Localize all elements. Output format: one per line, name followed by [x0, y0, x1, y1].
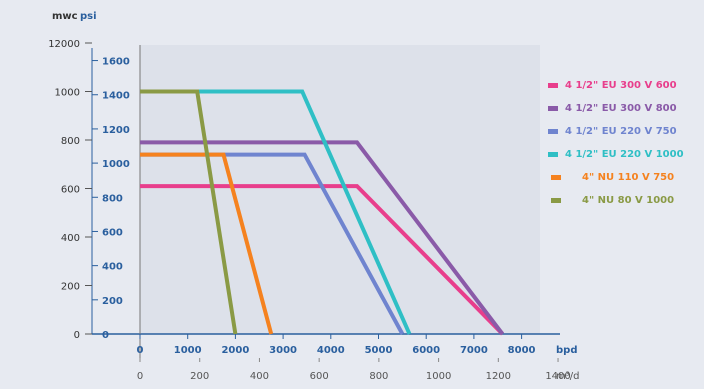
y-psi-tick-label: 0 — [102, 330, 109, 341]
legend-swatch — [548, 83, 558, 88]
x-m3d-tick-label: 200 — [190, 371, 209, 382]
x-bpd-tick-label: 3000 — [269, 345, 297, 356]
y-mwc-tick-label: 400 — [61, 233, 80, 244]
y-mwc-tick-label: 1000 — [55, 88, 80, 99]
x-m3d-tick-label: 400 — [250, 371, 269, 382]
axes — [85, 42, 560, 362]
series-line-5 — [140, 152, 274, 335]
y-mwc-tick-label: 12000 — [48, 39, 80, 50]
x-bpd-tick-label: 8000 — [508, 345, 536, 356]
y-psi-tick-label: 1200 — [102, 125, 130, 136]
y-mwc-tick-label: 200 — [61, 282, 80, 293]
y-axis-label-mwc: mwc — [52, 11, 78, 22]
series-lines — [140, 89, 505, 336]
x-m3d-tick-label: 600 — [310, 371, 329, 382]
series-line-6 — [140, 89, 238, 335]
legend-swatch — [548, 152, 558, 157]
x-bpd-tick-label: 7000 — [460, 345, 488, 356]
plot-background — [140, 45, 540, 334]
x-axis-label-m3d: m³/d — [556, 371, 579, 382]
legend-label: 4 1/2" EU 300 V 600 — [565, 80, 677, 91]
y-psi-tick-label: 400 — [102, 262, 123, 273]
x-m3d-tick-label: 800 — [369, 371, 388, 382]
x-bpd-tick-label: 2000 — [221, 345, 249, 356]
legend: 4 1/2" EU 300 V 600 4 1/2" EU 300 V 800 4 … — [548, 80, 684, 206]
y-psi-tick-label: 200 — [102, 296, 123, 307]
x-m3d-tick-label: 0 — [137, 371, 143, 382]
legend-swatch — [548, 106, 558, 111]
x-axis-label-bpd: bpd — [556, 345, 577, 356]
y-mwc-tick-label: 0 — [74, 330, 80, 341]
x-bpd-tick-label: 1000 — [174, 345, 202, 356]
y-psi-tick-label: 1000 — [102, 159, 130, 170]
y-psi-tick-label: 600 — [102, 227, 123, 238]
y-psi-tick-label: 1400 — [102, 91, 130, 102]
x-bpd-tick-label: 5000 — [365, 345, 393, 356]
legend-label: 4" NU 80 V 1000 — [582, 195, 674, 206]
tick-labels: 0200400600800100012000020040060080010001… — [48, 39, 571, 382]
y-psi-tick-label: 800 — [102, 193, 123, 204]
legend-label: 4 1/2" EU 220 V 750 — [565, 126, 677, 137]
legend-label: 4" NU 110 V 750 — [582, 172, 674, 183]
x-m3d-tick-label: 1000 — [426, 371, 451, 382]
legend-label: 4 1/2" EU 220 V 1000 — [565, 149, 684, 160]
x-m3d-tick-label: 1400 — [545, 371, 570, 382]
x-bpd-tick-label: 6000 — [412, 345, 440, 356]
y-mwc-tick-label: 800 — [61, 136, 80, 147]
y-psi-tick-label: 1600 — [102, 57, 130, 68]
legend-swatch — [548, 129, 558, 134]
legend-label: 4 1/2" EU 300 V 800 — [565, 103, 677, 114]
legend-swatch — [551, 175, 561, 180]
x-bpd-tick-label: 4000 — [317, 345, 345, 356]
legend-swatch — [551, 198, 561, 203]
x-m3d-tick-label: 1200 — [486, 371, 511, 382]
y-axis-label-psi: psi — [80, 11, 97, 22]
series-line-2 — [140, 140, 505, 336]
y-mwc-tick-label: 600 — [61, 185, 80, 196]
x-bpd-tick-label: 0 — [137, 345, 144, 356]
